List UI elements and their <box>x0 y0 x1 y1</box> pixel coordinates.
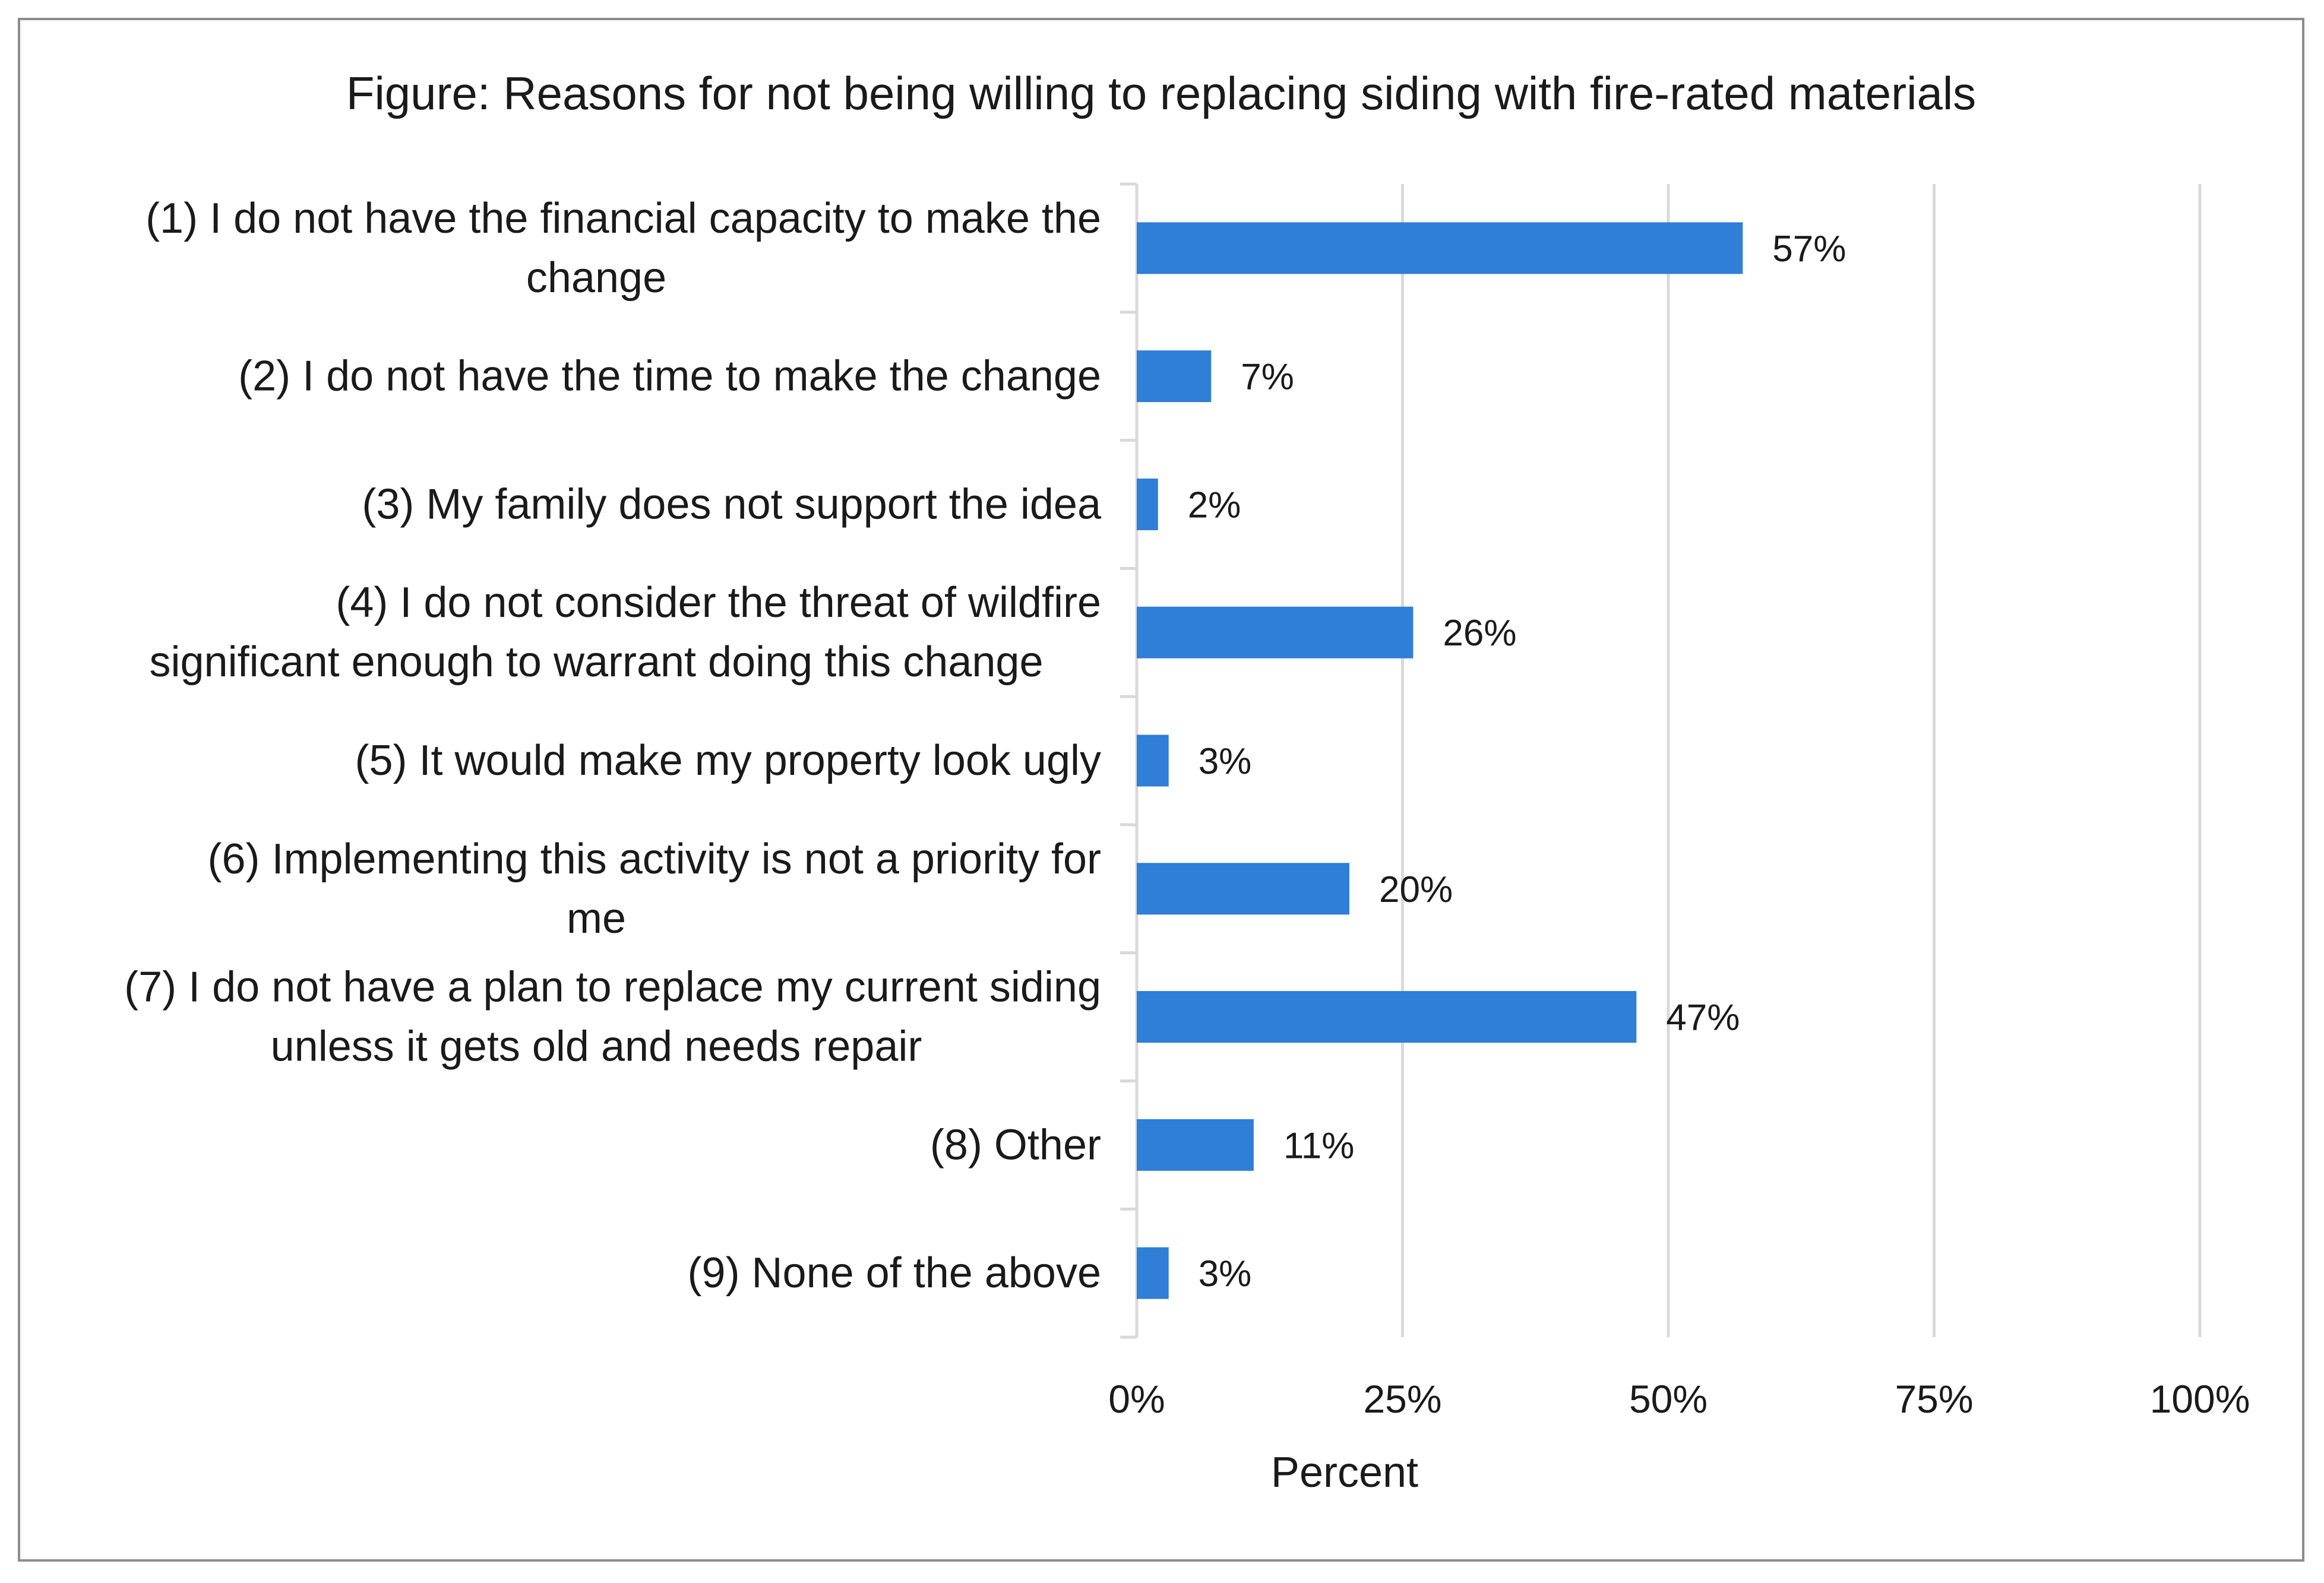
data-label-6: 20% <box>1379 869 1453 910</box>
x-tick-label-75: 75% <box>1895 1377 1973 1421</box>
bar-9 <box>1137 1247 1169 1299</box>
data-label-7: 47% <box>1666 998 1740 1039</box>
category-label-line: (7) I do not have a plan to replace my c… <box>124 964 1101 1011</box>
x-tick-label-25: 25% <box>1363 1377 1441 1421</box>
category-label-6: (6) Implementing this activity is not a … <box>207 835 1101 942</box>
x-axis-title: Percent <box>1271 1449 1418 1496</box>
data-labels: 57% 7% 2% 26% 3% 20% 47% 11% 3% <box>1188 229 1846 1294</box>
bar-2 <box>1137 350 1212 403</box>
data-label-2: 7% <box>1241 357 1294 398</box>
category-label-line: (4) I do not consider the threat of wild… <box>336 579 1101 626</box>
category-label-4: (4) I do not consider the threat of wild… <box>149 579 1101 686</box>
category-label-line: significant enough to warrant doing this… <box>149 638 1043 686</box>
x-tick-label-0: 0% <box>1108 1377 1165 1421</box>
data-label-8: 11% <box>1283 1125 1355 1166</box>
gridlines <box>1401 184 2202 1337</box>
category-label-3: (3) My family does not support the idea <box>362 480 1102 528</box>
category-label-line: unless it gets old and needs repair <box>271 1023 922 1071</box>
data-label-1: 57% <box>1772 229 1846 270</box>
category-label-line: (8) Other <box>930 1121 1101 1169</box>
bar-6 <box>1137 863 1349 915</box>
chart-svg: Figure: Reasons for not being willing to… <box>124 67 2250 1496</box>
category-label-line: (9) None of the above <box>688 1249 1101 1297</box>
category-label-line: me <box>567 895 626 942</box>
bar-4 <box>1137 606 1414 658</box>
category-label-1: (1) I do not have the financial capacity… <box>146 195 1101 302</box>
category-label-line: change <box>526 254 666 302</box>
category-label-line: (3) My family does not support the idea <box>362 480 1102 528</box>
bar-8 <box>1137 1119 1254 1171</box>
category-label-2: (2) I do not have the time to make the c… <box>238 353 1101 400</box>
chart-frame: Figure: Reasons for not being willing to… <box>18 18 2304 1562</box>
data-label-5: 3% <box>1199 741 1252 782</box>
category-label-8: (8) Other <box>930 1121 1101 1169</box>
category-label-7: (7) I do not have a plan to replace my c… <box>124 964 1101 1071</box>
category-label-9: (9) None of the above <box>688 1249 1101 1297</box>
chart-title: Figure: Reasons for not being willing to… <box>346 67 1976 119</box>
bar-1 <box>1137 222 1743 274</box>
category-label-line: (2) I do not have the time to make the c… <box>238 353 1101 400</box>
bar-3 <box>1137 478 1158 530</box>
data-label-9: 3% <box>1199 1253 1252 1294</box>
x-tick-label-50: 50% <box>1629 1377 1708 1421</box>
data-label-3: 2% <box>1188 485 1241 525</box>
category-label-line: (5) It would make my property look ugly <box>355 737 1101 784</box>
category-label-line: (6) Implementing this activity is not a … <box>207 835 1101 883</box>
data-label-4: 26% <box>1443 613 1516 654</box>
x-tick-labels: 0% 25% 50% 75% 100% <box>1108 1377 2250 1421</box>
bar-7 <box>1137 991 1637 1043</box>
category-label-line: (1) I do not have the financial capacity… <box>146 195 1101 242</box>
category-labels: (1) I do not have the financial capacity… <box>124 195 1102 1297</box>
x-tick-label-100: 100% <box>2150 1377 2250 1421</box>
category-label-5: (5) It would make my property look ugly <box>355 737 1101 784</box>
bar-5 <box>1137 734 1169 787</box>
bars <box>1137 222 1743 1299</box>
category-axis <box>1120 182 1139 1339</box>
